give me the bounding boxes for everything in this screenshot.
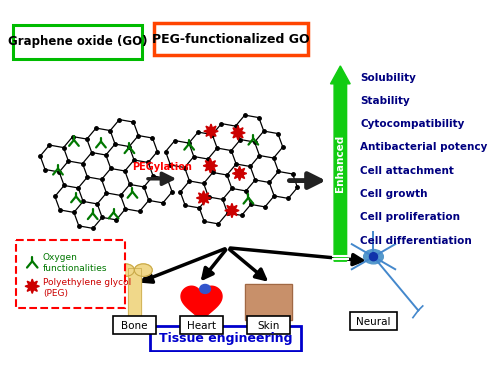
Text: Polyethylene glycol
(PEG): Polyethylene glycol (PEG): [43, 278, 131, 298]
Polygon shape: [196, 191, 211, 205]
Polygon shape: [203, 158, 218, 173]
FancyBboxPatch shape: [180, 316, 223, 334]
FancyArrow shape: [330, 66, 350, 261]
Text: Antibacterial potency: Antibacterial potency: [360, 142, 488, 152]
Polygon shape: [181, 286, 222, 323]
FancyBboxPatch shape: [247, 316, 290, 334]
Bar: [128, 268, 140, 326]
Text: Skin: Skin: [258, 321, 280, 331]
Polygon shape: [25, 279, 40, 293]
Text: Cytocompatibility: Cytocompatibility: [360, 119, 465, 129]
FancyBboxPatch shape: [14, 25, 142, 59]
Text: Cell proliferation: Cell proliferation: [360, 212, 460, 222]
Text: Bone: Bone: [121, 321, 148, 331]
Ellipse shape: [370, 253, 378, 261]
Text: Tissue engineering: Tissue engineering: [159, 332, 292, 345]
Text: Neural: Neural: [356, 317, 390, 327]
Text: PEG-functionalized GO: PEG-functionalized GO: [152, 33, 310, 46]
Text: Cell attachment: Cell attachment: [360, 166, 454, 176]
Bar: [246, 285, 292, 320]
Bar: [128, 268, 140, 326]
Text: Stability: Stability: [360, 96, 410, 106]
Ellipse shape: [364, 250, 384, 264]
Ellipse shape: [200, 285, 210, 293]
Ellipse shape: [116, 318, 134, 330]
Polygon shape: [225, 203, 239, 218]
Text: Enhanced: Enhanced: [336, 135, 345, 192]
FancyBboxPatch shape: [350, 312, 397, 330]
Ellipse shape: [116, 264, 134, 276]
Polygon shape: [232, 166, 246, 181]
Text: Oxygen
functionalities: Oxygen functionalities: [43, 253, 108, 273]
Ellipse shape: [134, 264, 152, 276]
FancyBboxPatch shape: [113, 316, 156, 334]
FancyBboxPatch shape: [154, 23, 308, 55]
Text: Solubility: Solubility: [360, 73, 416, 83]
Bar: [246, 285, 292, 320]
Text: PEGylation: PEGylation: [132, 162, 192, 172]
FancyBboxPatch shape: [150, 326, 301, 351]
Text: Heart: Heart: [187, 321, 216, 331]
Text: Cell differentiation: Cell differentiation: [360, 236, 472, 246]
Polygon shape: [204, 124, 218, 138]
Text: Cell growth: Cell growth: [360, 189, 428, 199]
Text: Graphene oxide (GO): Graphene oxide (GO): [8, 35, 147, 48]
Ellipse shape: [134, 318, 152, 330]
Polygon shape: [231, 126, 245, 140]
FancyBboxPatch shape: [16, 240, 126, 308]
